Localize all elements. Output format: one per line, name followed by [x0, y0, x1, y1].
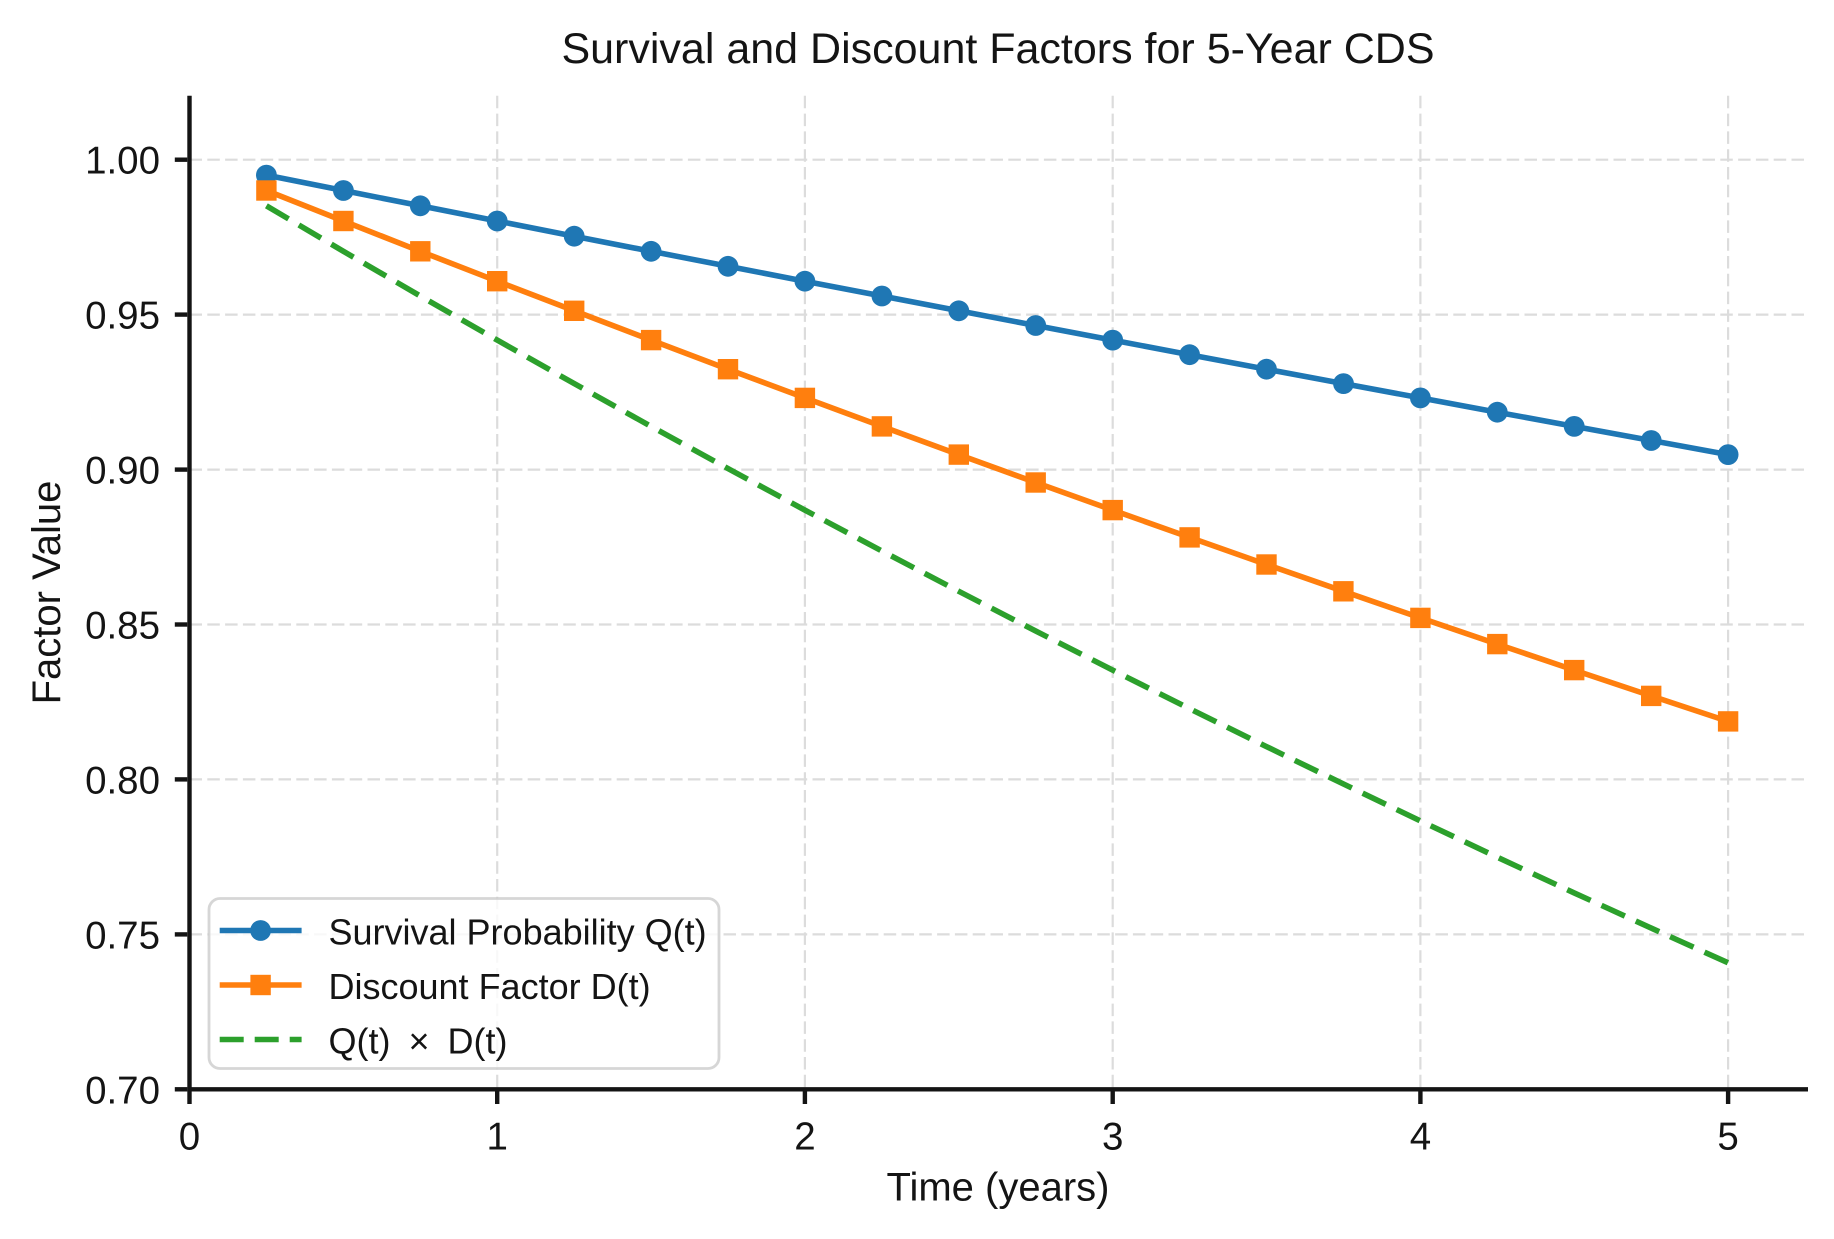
svg-text:1.00: 1.00 [85, 140, 160, 183]
svg-text:0: 0 [179, 1115, 200, 1158]
svg-text:Survival Probability Q(t): Survival Probability Q(t) [329, 912, 707, 953]
svg-text:Time (years): Time (years) [887, 1165, 1110, 1209]
svg-text:0.90: 0.90 [85, 450, 160, 493]
svg-text:Factor Value: Factor Value [25, 481, 69, 705]
svg-text:Survival and Discount Factors: Survival and Discount Factors for 5-Year… [561, 25, 1434, 73]
svg-text:Discount Factor D(t): Discount Factor D(t) [329, 966, 651, 1007]
svg-text:4: 4 [1410, 1115, 1431, 1158]
svg-text:3: 3 [1102, 1115, 1123, 1158]
svg-text:2: 2 [794, 1115, 815, 1158]
svg-text:0.70: 0.70 [85, 1069, 160, 1112]
svg-text:1: 1 [486, 1115, 507, 1158]
svg-text:5: 5 [1717, 1115, 1738, 1158]
svg-text:0.80: 0.80 [85, 759, 160, 802]
svg-text:Q(t) × D(t): Q(t) × D(t) [329, 1021, 508, 1062]
svg-text:0.75: 0.75 [85, 914, 160, 957]
svg-text:0.85: 0.85 [85, 605, 160, 648]
svg-text:0.95: 0.95 [85, 295, 160, 338]
